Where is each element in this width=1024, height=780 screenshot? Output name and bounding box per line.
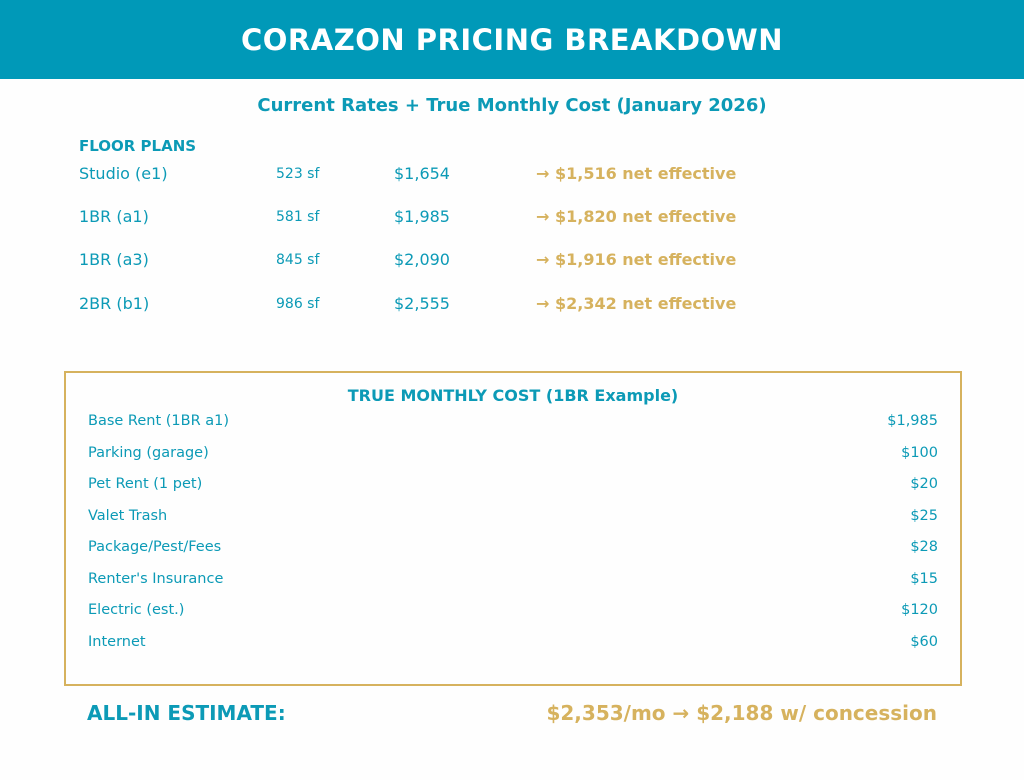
plan-square-feet: 523 sf xyxy=(276,166,320,182)
plan-name: Studio (e1) xyxy=(79,164,168,183)
cost-item-label: Package/Pest/Fees xyxy=(88,539,222,555)
plan-square-feet: 581 sf xyxy=(276,209,320,225)
cost-item: Base Rent (1BR a1) $1,985 xyxy=(88,413,938,435)
cost-item-label: Pet Rent (1 pet) xyxy=(88,476,203,492)
cost-item-label: Electric (est.) xyxy=(88,602,185,618)
floor-plan-row: 2BR (b1) 986 sf $2,555 → $2,342 net effe… xyxy=(0,294,1024,318)
cost-item-label: Valet Trash xyxy=(88,508,168,524)
plan-net-effective: → $1,516 net effective xyxy=(536,164,737,183)
plan-net-effective: → $2,342 net effective xyxy=(536,294,737,313)
cost-item: Renter's Insurance $15 xyxy=(88,571,938,593)
cost-item: Electric (est.) $120 xyxy=(88,602,938,624)
plan-net-effective: → $1,916 net effective xyxy=(536,250,737,269)
cost-item-value: $25 xyxy=(910,508,938,524)
cost-item-value: $100 xyxy=(901,445,938,461)
plan-square-feet: 986 sf xyxy=(276,296,320,312)
cost-item-label: Renter's Insurance xyxy=(88,571,224,587)
subtitle: Current Rates + True Monthly Cost (Janua… xyxy=(257,95,767,116)
cost-item: Pet Rent (1 pet) $20 xyxy=(88,476,938,498)
plan-net-effective: → $1,820 net effective xyxy=(536,207,737,226)
cost-item: Parking (garage) $100 xyxy=(88,445,938,467)
cost-item-value: $120 xyxy=(901,602,938,618)
cost-item-value: $28 xyxy=(910,539,938,555)
all-in-estimate-label: ALL-IN ESTIMATE: xyxy=(87,701,286,725)
floor-plan-row: 1BR (a3) 845 sf $2,090 → $1,916 net effe… xyxy=(0,250,1024,274)
all-in-estimate-value: $2,353/mo → $2,188 w/ concession xyxy=(546,701,937,725)
cost-item-label: Parking (garage) xyxy=(88,445,209,461)
page-title: CORAZON PRICING BREAKDOWN xyxy=(240,22,784,57)
plan-price: $1,985 xyxy=(394,207,450,226)
cost-item: Internet $60 xyxy=(88,634,938,656)
plan-price: $2,555 xyxy=(394,294,450,313)
plan-price: $2,090 xyxy=(394,250,450,269)
cost-item-value: $1,985 xyxy=(887,413,938,429)
plan-name: 1BR (a3) xyxy=(79,250,149,269)
cost-item-value: $60 xyxy=(910,634,938,650)
cost-item-label: Internet xyxy=(88,634,146,650)
plan-square-feet: 845 sf xyxy=(276,252,320,268)
floor-plan-row: 1BR (a1) 581 sf $1,985 → $1,820 net effe… xyxy=(0,207,1024,231)
cost-item: Package/Pest/Fees $28 xyxy=(88,539,938,561)
plan-price: $1,654 xyxy=(394,164,450,183)
floor-plans-heading: FLOOR PLANS xyxy=(79,137,197,155)
cost-item-label: Base Rent (1BR a1) xyxy=(88,413,230,429)
floor-plan-row: Studio (e1) 523 sf $1,654 → $1,516 net e… xyxy=(0,164,1024,188)
plan-name: 2BR (b1) xyxy=(79,294,150,313)
true-monthly-cost-box: TRUE MONTHLY COST (1BR Example) Base Ren… xyxy=(64,371,962,686)
cost-item-value: $15 xyxy=(910,571,938,587)
cost-item-value: $20 xyxy=(910,476,938,492)
header-bar: CORAZON PRICING BREAKDOWN xyxy=(0,0,1024,79)
true-monthly-cost-title: TRUE MONTHLY COST (1BR Example) xyxy=(347,386,679,405)
cost-item: Valet Trash $25 xyxy=(88,508,938,530)
plan-name: 1BR (a1) xyxy=(79,207,149,226)
